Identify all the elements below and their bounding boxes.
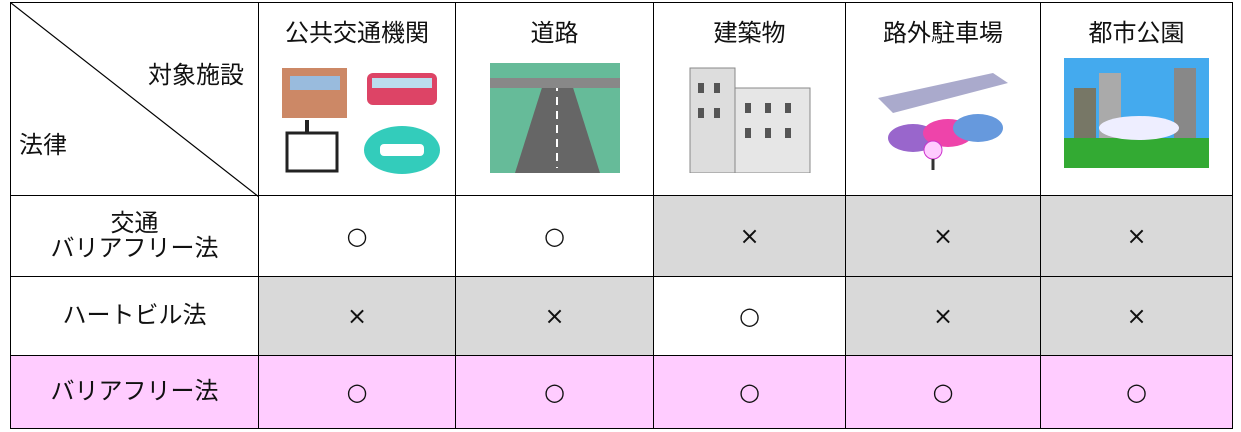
header-row: 対象施設 法律 公共交通機関 道路 建築物 路外駐車場 都市公園 [10, 2, 1233, 197]
row-label: 交通 バリアフリー法 [10, 195, 259, 277]
cell: ○ [258, 355, 456, 429]
row-label: ハートビル法 [10, 276, 259, 356]
building-icon [689, 67, 810, 173]
column-header: 道路 [455, 2, 654, 196]
column-name: 建築物 [713, 19, 786, 47]
corner-bottom: 法律 [19, 131, 67, 159]
cell: × [1040, 276, 1233, 356]
cell: × [845, 195, 1041, 277]
row-label-line: バリアフリー法 [50, 234, 219, 262]
table-row: 交通 バリアフリー法 ○ ○ × × × [10, 195, 1233, 277]
corner-top: 対象施設 [148, 61, 244, 89]
cell: × [1040, 195, 1233, 277]
parking-icon [878, 73, 1008, 170]
column-name: 公共交通機関 [285, 19, 429, 47]
table-row: バリアフリー法 ○ ○ ○ ○ ○ [10, 355, 1233, 429]
row-label: バリアフリー法 [10, 355, 259, 429]
cell: × [455, 276, 654, 356]
cell: ○ [455, 355, 654, 429]
row-label-line: 交通 [110, 208, 159, 237]
cell: ○ [1040, 355, 1233, 429]
road-icon [489, 63, 620, 173]
cell: × [845, 276, 1041, 356]
table-row: ハートビル法 × × ○ × × [10, 276, 1233, 356]
row-label-line: バリアフリー法 [50, 377, 219, 406]
law-table: 対象施設 法律 公共交通機関 道路 建築物 路外駐車場 都市公園 交通 バリアフリ… [10, 2, 1233, 429]
cell: ○ [455, 195, 654, 277]
cell: × [258, 276, 456, 356]
cell: × [653, 195, 846, 277]
corner-cell: 対象施設 法律 [10, 2, 259, 197]
cell: ○ [258, 195, 456, 277]
diagonal [11, 3, 259, 197]
column-header: 建築物 [653, 2, 846, 196]
column-header: 公共交通機関 [258, 2, 456, 196]
row-label-line: ハートビル法 [62, 301, 207, 330]
column-header: 路外駐車場 [845, 2, 1041, 196]
cell: ○ [653, 355, 846, 429]
column-name: 路外駐車場 [883, 19, 1003, 47]
transit-icon [282, 68, 440, 174]
cell: ○ [845, 355, 1041, 429]
cell: ○ [653, 276, 846, 356]
column-name: 道路 [530, 19, 579, 47]
park-icon [1064, 58, 1209, 168]
column-name: 都市公園 [1088, 19, 1185, 47]
column-header: 都市公園 [1040, 2, 1233, 196]
